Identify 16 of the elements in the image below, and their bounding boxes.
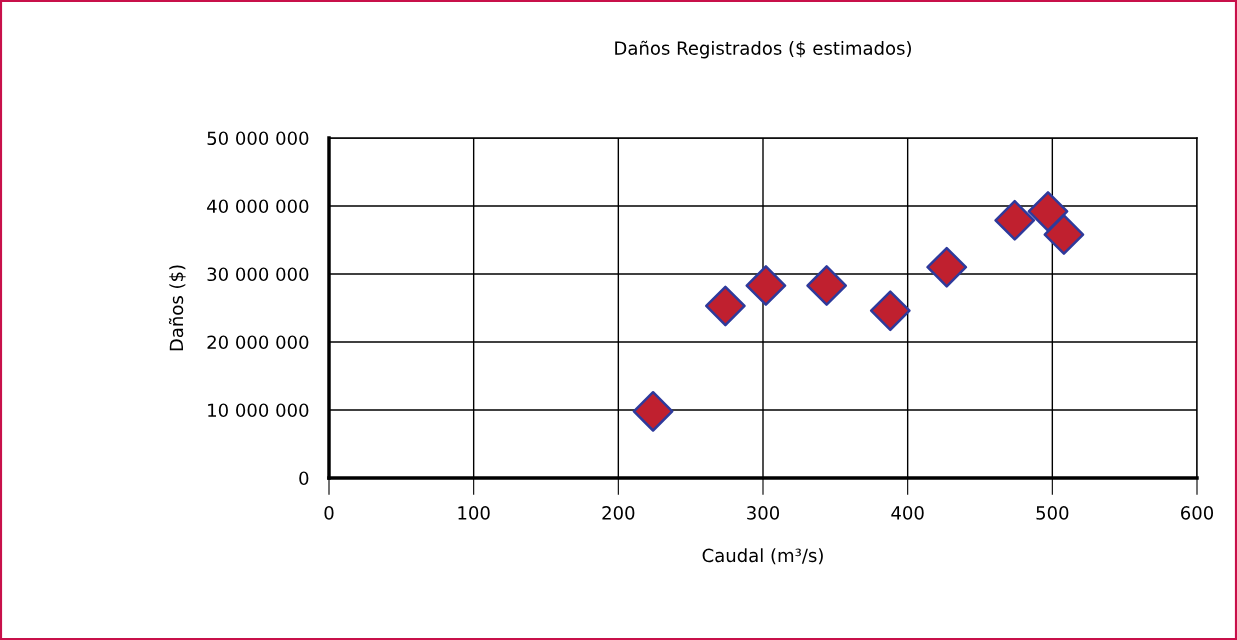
x-tick-label: 100 bbox=[458, 506, 490, 520]
x-tick-label: 400 bbox=[891, 506, 924, 520]
y-tick-label: 50 000 000 bbox=[207, 131, 309, 146]
y-tick-label: 20 000 000 bbox=[207, 335, 309, 350]
x-axis-title: Caudal (m³/s) bbox=[702, 548, 823, 565]
x-tick-label: 0 bbox=[324, 506, 334, 520]
x-tick-label: 500 bbox=[1036, 506, 1069, 520]
x-tick-label: 600 bbox=[1181, 506, 1214, 520]
x-tick-label: 200 bbox=[602, 506, 635, 520]
y-tick-label: 0 bbox=[299, 471, 309, 486]
y-tick-label: 40 000 000 bbox=[207, 199, 309, 214]
y-tick-label: 10 000 000 bbox=[208, 403, 309, 418]
y-axis-title: Daños ($) bbox=[168, 265, 186, 351]
chart-title: Daños Registrados ($ estimados) bbox=[615, 40, 911, 59]
x-tick-label: 300 bbox=[747, 506, 780, 520]
y-tick-label: 30 000 000 bbox=[207, 267, 309, 282]
